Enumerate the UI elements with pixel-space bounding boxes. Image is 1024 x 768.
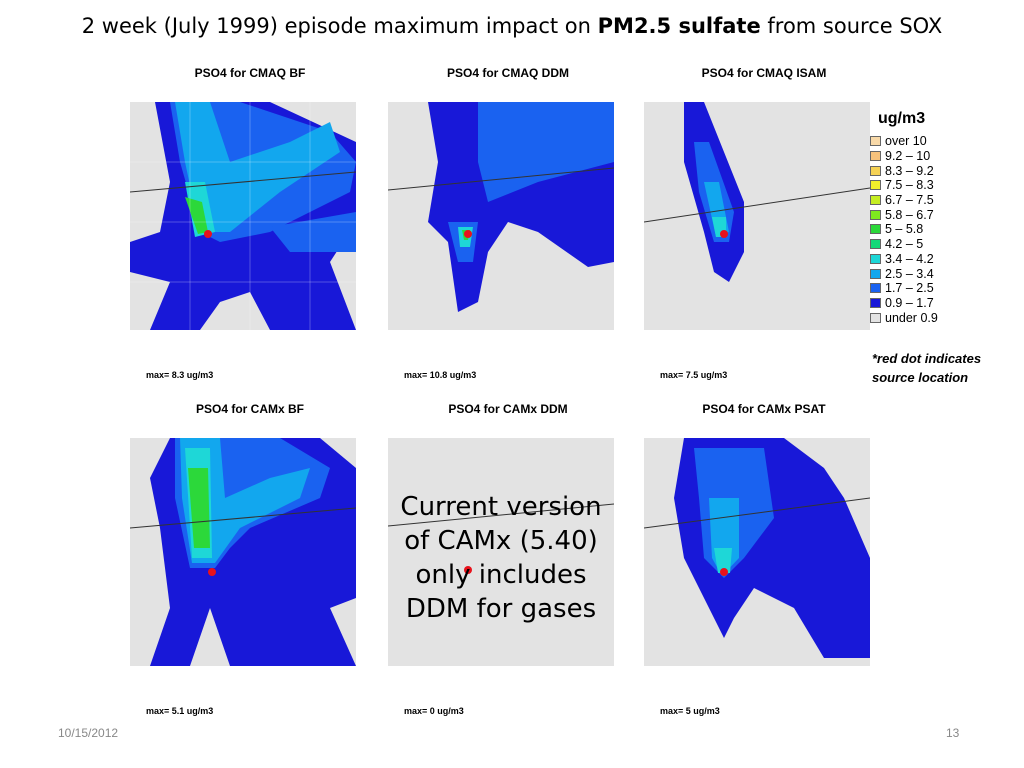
- max-label: max= 7.5 ug/m3: [660, 370, 728, 380]
- legend-label: 3.4 – 4.2: [885, 251, 934, 266]
- legend-label: over 10: [885, 134, 927, 149]
- plume-map: [388, 438, 614, 666]
- legend-swatch: [870, 239, 881, 250]
- max-label: max= 10.8 ug/m3: [404, 370, 477, 380]
- legend-label: 8.3 – 9.2: [885, 163, 934, 178]
- legend-label: 0.9 – 1.7: [885, 295, 934, 310]
- legend-label: 2.5 – 3.4: [885, 266, 934, 281]
- legend-item: under 0.9: [870, 310, 970, 325]
- source-dot: [208, 568, 216, 576]
- max-label: max= 0 ug/m3: [404, 706, 464, 716]
- legend-label: 5 – 5.8: [885, 222, 924, 237]
- plume-map: [130, 102, 356, 330]
- legend-item: 2.5 – 3.4: [870, 266, 970, 281]
- legend-swatch: [870, 165, 881, 176]
- legend-swatch: [870, 253, 881, 264]
- source-dot: [720, 230, 728, 238]
- plume-map: [388, 102, 614, 330]
- legend-swatch: [870, 151, 881, 162]
- legend-item: 0.9 – 1.7: [870, 296, 970, 311]
- max-label: max= 8.3 ug/m3: [146, 370, 214, 380]
- legend-item: 1.7 – 2.5: [870, 281, 970, 296]
- panel-camx-psat: PSO4 for CAMx PSAT max= 5 ug/m3: [644, 398, 884, 728]
- max-label: max= 5 ug/m3: [660, 706, 720, 716]
- legend-swatch: [870, 283, 881, 294]
- plume-map: [644, 438, 870, 666]
- legend-item: 4.2 – 5: [870, 237, 970, 252]
- panel-title: PSO4 for CMAQ BF: [194, 66, 306, 80]
- legend-swatch: [870, 180, 881, 191]
- legend-item: 3.4 – 4.2: [870, 252, 970, 267]
- legend-item: 5 – 5.8: [870, 222, 970, 237]
- footer-date: 10/15/2012: [58, 726, 119, 740]
- panel-title: PSO4 for CMAQ DDM: [446, 66, 569, 80]
- legend-label: 6.7 – 7.5: [885, 193, 934, 208]
- max-label: max= 5.1 ug/m3: [146, 706, 214, 716]
- legend-swatch: [870, 136, 881, 147]
- panel-title: PSO4 for CMAQ ISAM: [701, 66, 827, 80]
- source-dot: [464, 566, 472, 574]
- legend-item: 5.8 – 6.7: [870, 207, 970, 222]
- legend-item: 6.7 – 7.5: [870, 193, 970, 208]
- camx-ddm-note: Current version of CAMx (5.40) only incl…: [400, 492, 602, 624]
- source-dot: [464, 230, 472, 238]
- legend-swatch: [870, 312, 881, 323]
- panel-cmaq-ddm: PSO4 for CMAQ DDM max= 10.8 ug/m3: [388, 62, 628, 392]
- legend-label: 4.2 – 5: [885, 237, 924, 252]
- legend-swatch: [870, 297, 881, 308]
- legend-item: 7.5 – 8.3: [870, 178, 970, 193]
- legend-label: 7.5 – 8.3: [885, 178, 934, 193]
- legend-label: 1.7 – 2.5: [885, 281, 934, 296]
- legend-item: 8.3 – 9.2: [870, 163, 970, 178]
- panel-cmaq-bf: PSO4 for CMAQ BF: [130, 62, 370, 392]
- legend-label: 5.8 – 6.7: [885, 207, 934, 222]
- plume-map: [644, 102, 870, 330]
- source-dot: [204, 230, 212, 238]
- legend-item: over 10: [870, 134, 970, 149]
- source-note: *red dot indicates source location: [872, 351, 982, 385]
- slide-title: 2 week (July 1999) episode maximum impac…: [81, 14, 943, 38]
- plume-map: [130, 438, 356, 666]
- legend-swatch: [870, 195, 881, 206]
- legend-label: 9.2 – 10: [885, 149, 931, 164]
- legend-title: ug/m3: [878, 110, 926, 127]
- panel-camx-bf: PSO4 for CAMx BF max= 5.1 ug/m3: [130, 398, 370, 728]
- panel-title: PSO4 for CAMx PSAT: [702, 402, 826, 416]
- panel-camx-ddm: PSO4 for CAMx DDM max= 0 ug/m3: [388, 398, 628, 728]
- legend-swatch: [870, 268, 881, 279]
- legend-swatch: [870, 224, 881, 235]
- footer-page-number: 13: [946, 726, 960, 740]
- source-dot: [720, 568, 728, 576]
- panel-cmaq-isam: PSO4 for CMAQ ISAM max= 7.5 ug/m3: [644, 62, 884, 392]
- panel-title: PSO4 for CAMx BF: [195, 402, 304, 416]
- legend: ug/m3 over 10 9.2 – 10 8.3 – 9.2 7.5 – 8.3 6…: [870, 110, 970, 325]
- legend-label: under 0.9: [885, 310, 938, 325]
- panel-title: PSO4 for CAMx DDM: [448, 402, 568, 416]
- legend-swatch: [870, 209, 881, 220]
- legend-item: 9.2 – 10: [870, 149, 970, 164]
